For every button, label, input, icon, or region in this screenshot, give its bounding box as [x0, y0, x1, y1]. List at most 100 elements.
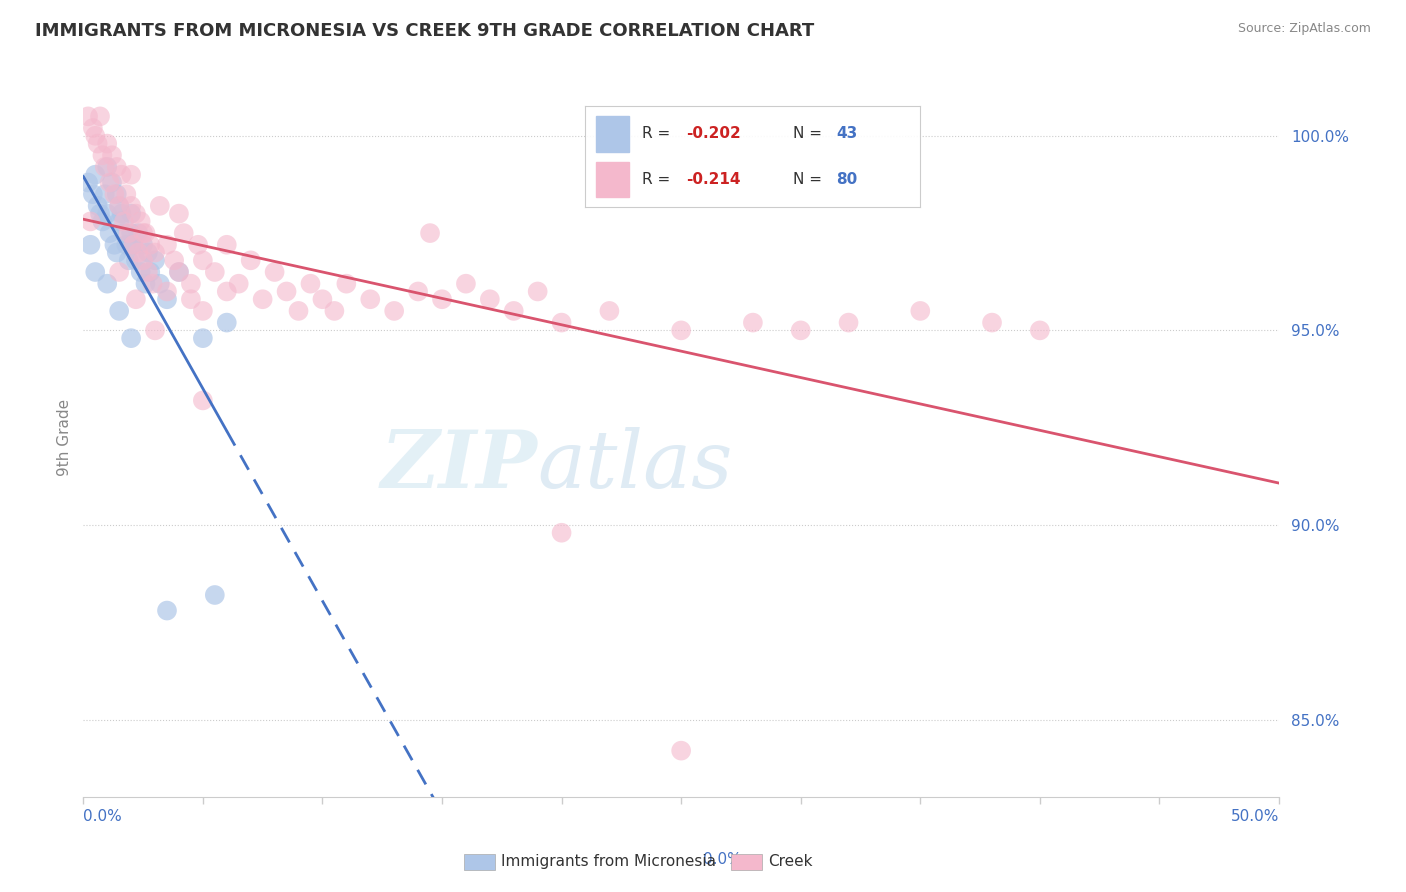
- Text: Creek: Creek: [768, 855, 813, 869]
- Point: [287, 304, 309, 318]
- Point: [96, 207, 118, 221]
- Text: IMMIGRANTS FROM MICRONESIA VS CREEK 9TH GRADE CORRELATION CHART: IMMIGRANTS FROM MICRONESIA VS CREEK 9TH …: [35, 22, 814, 40]
- Point: [77, 109, 100, 123]
- Point: [156, 292, 179, 306]
- Point: [129, 214, 152, 228]
- Point: [120, 207, 142, 221]
- Text: atlas: atlas: [537, 427, 733, 505]
- Point: [741, 316, 763, 330]
- Point: [139, 237, 162, 252]
- Point: [215, 316, 238, 330]
- Text: 50.0%: 50.0%: [1230, 809, 1279, 824]
- Point: [84, 128, 107, 143]
- Point: [108, 199, 131, 213]
- Point: [167, 265, 190, 279]
- Point: [134, 277, 156, 291]
- Point: [502, 304, 524, 318]
- Point: [215, 237, 238, 252]
- Point: [94, 160, 117, 174]
- Point: [598, 304, 620, 318]
- Point: [105, 187, 128, 202]
- Point: [108, 199, 131, 213]
- Point: [142, 277, 165, 291]
- Point: [526, 285, 548, 299]
- Point: [550, 316, 572, 330]
- Point: [94, 187, 117, 202]
- Point: [120, 199, 142, 213]
- Point: [108, 304, 131, 318]
- Point: [163, 253, 186, 268]
- Point: [139, 265, 162, 279]
- Point: [143, 253, 166, 268]
- Point: [167, 207, 190, 221]
- Point: [84, 168, 107, 182]
- Point: [82, 187, 104, 202]
- Point: [79, 237, 101, 252]
- Point: [101, 148, 124, 162]
- Point: [103, 237, 125, 252]
- Point: [89, 109, 111, 123]
- Point: [187, 237, 209, 252]
- Point: [191, 331, 214, 345]
- Point: [82, 121, 104, 136]
- Point: [136, 245, 159, 260]
- Point: [550, 525, 572, 540]
- Point: [156, 603, 179, 617]
- Point: [110, 168, 132, 182]
- Point: [419, 226, 441, 240]
- Point: [215, 285, 238, 299]
- Text: Source: ZipAtlas.com: Source: ZipAtlas.com: [1237, 22, 1371, 36]
- Point: [79, 214, 101, 228]
- Point: [252, 292, 274, 306]
- Point: [204, 588, 226, 602]
- Point: [669, 323, 692, 337]
- Point: [191, 304, 214, 318]
- Point: [118, 253, 141, 268]
- Point: [122, 237, 145, 252]
- Point: [981, 316, 1004, 330]
- Point: [228, 277, 250, 291]
- Point: [77, 176, 100, 190]
- Point: [98, 226, 121, 240]
- Point: [105, 245, 128, 260]
- Point: [136, 265, 159, 279]
- Text: Immigrants from Micronesia: Immigrants from Micronesia: [501, 855, 716, 869]
- Point: [108, 265, 131, 279]
- Point: [115, 187, 138, 202]
- Point: [335, 277, 357, 291]
- Point: [127, 245, 149, 260]
- Point: [120, 226, 142, 240]
- Point: [103, 187, 125, 202]
- Text: ZIP: ZIP: [381, 427, 537, 505]
- Point: [125, 253, 148, 268]
- Point: [180, 292, 202, 306]
- Point: [132, 226, 155, 240]
- Point: [86, 199, 108, 213]
- Point: [98, 176, 121, 190]
- Point: [382, 304, 405, 318]
- Point: [96, 277, 118, 291]
- Point: [191, 253, 214, 268]
- Point: [91, 148, 114, 162]
- Point: [108, 214, 131, 228]
- Point: [430, 292, 453, 306]
- Point: [91, 214, 114, 228]
- Point: [129, 265, 152, 279]
- Point: [838, 316, 860, 330]
- Point: [120, 168, 142, 182]
- Point: [125, 292, 148, 306]
- Point: [276, 285, 298, 299]
- Text: 0.0%: 0.0%: [703, 852, 742, 867]
- Point: [1029, 323, 1052, 337]
- Point: [790, 323, 813, 337]
- Point: [323, 304, 346, 318]
- Point: [120, 331, 142, 345]
- Point: [105, 160, 128, 174]
- Point: [86, 136, 108, 151]
- Point: [173, 226, 195, 240]
- Point: [132, 253, 155, 268]
- Point: [118, 226, 141, 240]
- Point: [101, 176, 124, 190]
- Point: [180, 277, 202, 291]
- Point: [134, 226, 156, 240]
